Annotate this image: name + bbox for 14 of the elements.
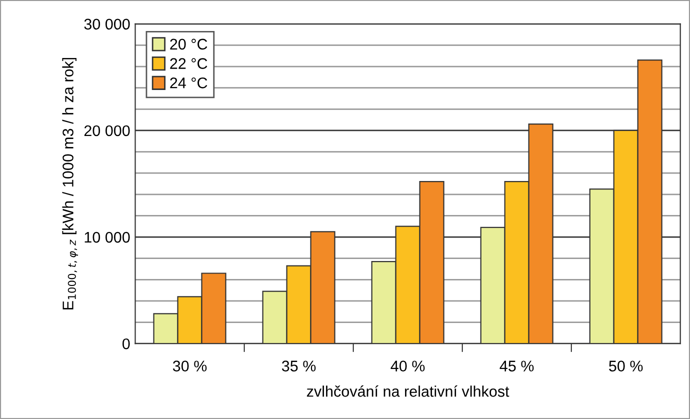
x-tick-label: 50 % bbox=[609, 360, 643, 372]
legend-label: 24 °C bbox=[170, 78, 208, 88]
x-tick-label: 40 % bbox=[390, 360, 425, 372]
legend-label: 20 °C bbox=[170, 38, 208, 50]
x-axis-title: zvlhčování na relativní vlhkost bbox=[306, 385, 510, 397]
x-tick-label: 35 % bbox=[282, 360, 316, 372]
y-tick-label: 30 000 bbox=[84, 18, 130, 30]
legend-label: 22 °C bbox=[170, 58, 208, 69]
y-tick-label: 20 000 bbox=[84, 125, 130, 136]
y-tick-label: 10 000 bbox=[84, 232, 130, 243]
y-axis-title: E$_{1000,t,φ,z}$ [kWh / 1000 m3 / h za rok] bbox=[62, 58, 78, 310]
x-tick-label: 45 % bbox=[500, 360, 534, 372]
x-tick-label: 30 % bbox=[172, 360, 207, 372]
y-tick-label: 0 bbox=[122, 338, 130, 350]
